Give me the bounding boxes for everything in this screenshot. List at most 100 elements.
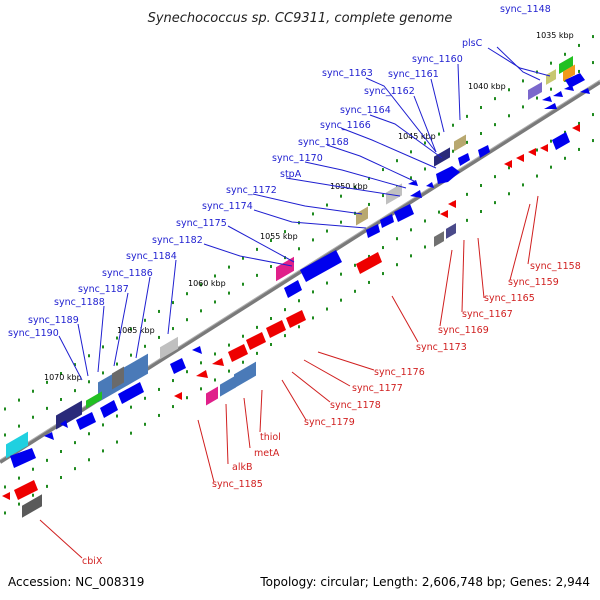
gene-box[interactable] xyxy=(454,134,466,152)
gene-box[interactable] xyxy=(386,183,402,205)
gene-label[interactable]: sync_1173 xyxy=(416,342,467,353)
gene-arrow[interactable] xyxy=(10,448,36,468)
gene-arrow[interactable] xyxy=(458,153,470,166)
gene-label[interactable]: thiol xyxy=(260,432,281,443)
gene-label[interactable]: sync_1169 xyxy=(438,325,489,336)
gene-arrow[interactable] xyxy=(212,358,224,366)
gene-label[interactable]: sync_1161 xyxy=(388,69,439,80)
gene-arrow[interactable] xyxy=(196,370,208,378)
gene-arrow[interactable] xyxy=(544,103,557,109)
tick-mark xyxy=(32,415,34,419)
gene-box[interactable] xyxy=(160,336,178,360)
gene-box[interactable] xyxy=(528,81,542,101)
gene-arrow[interactable] xyxy=(436,166,460,184)
gene-box[interactable] xyxy=(276,256,294,282)
gene-label[interactable]: sync_1168 xyxy=(298,137,349,148)
gene-arrow[interactable] xyxy=(504,160,512,168)
gene-arrow[interactable] xyxy=(478,145,490,158)
gene-arrow[interactable] xyxy=(366,224,380,238)
gene-arrow[interactable] xyxy=(228,344,248,362)
gene-label[interactable]: sync_1179 xyxy=(304,417,355,428)
gene-arrow[interactable] xyxy=(553,91,563,97)
gene-box[interactable] xyxy=(546,69,556,85)
gene-label[interactable]: sync_1174 xyxy=(202,201,253,212)
gene-label[interactable]: sync_1184 xyxy=(126,251,177,262)
gene-arrow[interactable] xyxy=(300,250,342,282)
gene-arrow[interactable] xyxy=(2,492,10,500)
gene-arrow[interactable] xyxy=(170,358,186,374)
gene-box[interactable] xyxy=(234,361,256,389)
gene-label[interactable]: sync_1163 xyxy=(322,68,373,79)
gene-box[interactable] xyxy=(446,223,456,239)
gene-box[interactable] xyxy=(206,386,218,406)
gene-arrow[interactable] xyxy=(565,73,585,88)
gene-label[interactable]: sync_1176 xyxy=(374,367,425,378)
gene-arrow[interactable] xyxy=(284,280,302,298)
gene-arrow[interactable] xyxy=(44,432,54,440)
gene-box[interactable] xyxy=(434,147,450,167)
gene-arrow[interactable] xyxy=(286,310,306,328)
gene-arrow[interactable] xyxy=(528,148,536,156)
gene-label[interactable]: plsC xyxy=(462,38,483,49)
gene-label[interactable]: sync_1177 xyxy=(352,383,403,394)
gene-box[interactable] xyxy=(22,494,42,518)
gene-arrow[interactable] xyxy=(542,96,552,102)
gene-box[interactable] xyxy=(56,400,82,430)
gene-box[interactable] xyxy=(559,55,573,75)
gene-box[interactable] xyxy=(86,391,102,409)
gene-label[interactable]: sync_1175 xyxy=(176,218,227,229)
gene-arrow[interactable] xyxy=(192,346,202,354)
gene-label[interactable]: sync_1158 xyxy=(530,261,581,272)
gene-arrow[interactable] xyxy=(394,204,414,222)
gene-arrow[interactable] xyxy=(100,400,118,418)
gene-arrow[interactable] xyxy=(516,154,524,162)
gene-arrow[interactable] xyxy=(572,124,580,132)
gene-box[interactable] xyxy=(112,366,124,390)
gene-box[interactable] xyxy=(220,375,236,397)
gene-label[interactable]: cbiX xyxy=(82,556,103,567)
gene-label[interactable]: sync_1162 xyxy=(364,86,415,97)
gene-arrow[interactable] xyxy=(60,420,68,428)
gene-label[interactable]: sync_1159 xyxy=(508,277,559,288)
gene-arrow[interactable] xyxy=(410,190,422,198)
gene-arrow[interactable] xyxy=(174,392,182,400)
gene-arrow[interactable] xyxy=(118,382,144,404)
tick-mark xyxy=(536,148,538,152)
gene-label[interactable]: sync_1182 xyxy=(152,235,203,246)
gene-label[interactable]: sync_1165 xyxy=(484,293,535,304)
gene-arrow[interactable] xyxy=(14,480,38,500)
gene-arrow[interactable] xyxy=(246,332,266,350)
gene-label[interactable]: sync_1187 xyxy=(78,284,129,295)
gene-label[interactable]: sync_1188 xyxy=(54,297,105,308)
gene-arrow[interactable] xyxy=(440,210,448,218)
gene-label[interactable]: sync_1148 xyxy=(500,4,551,15)
gene-label[interactable]: sync_1190 xyxy=(8,328,59,339)
gene-label[interactable]: sync_1160 xyxy=(412,54,463,65)
gene-label[interactable]: alkB xyxy=(232,462,252,473)
gene-arrow[interactable] xyxy=(266,320,286,338)
gene-arrow[interactable] xyxy=(356,252,382,274)
gene-label[interactable]: sync_1166 xyxy=(320,120,371,131)
gene-label[interactable]: sync_1185 xyxy=(212,479,263,490)
gene-arrow[interactable] xyxy=(448,200,456,208)
gene-label[interactable]: stpA xyxy=(280,169,302,180)
gene-arrow[interactable] xyxy=(76,412,96,430)
gene-label[interactable]: sync_1178 xyxy=(330,400,381,411)
gene-box[interactable] xyxy=(356,206,368,226)
gene-label[interactable]: sync_1172 xyxy=(226,185,277,196)
gene-arrow[interactable] xyxy=(380,214,394,228)
gene-box[interactable] xyxy=(563,64,575,82)
gene-arrow[interactable] xyxy=(580,88,590,94)
gene-label[interactable]: sync_1167 xyxy=(462,309,513,320)
tick-mark xyxy=(326,203,328,207)
gene-arrow[interactable] xyxy=(552,132,570,150)
gene-box[interactable] xyxy=(434,231,444,247)
gene-label[interactable]: sync_1189 xyxy=(28,315,79,326)
gene-label[interactable]: sync_1164 xyxy=(340,105,391,116)
gene-label[interactable]: sync_1186 xyxy=(102,268,153,279)
gene-label[interactable]: sync_1170 xyxy=(272,153,323,164)
gene-box[interactable] xyxy=(6,431,28,459)
gene-label[interactable]: metA xyxy=(254,448,280,459)
gene-arrow[interactable] xyxy=(540,144,548,152)
gene-arrow[interactable] xyxy=(426,182,434,188)
